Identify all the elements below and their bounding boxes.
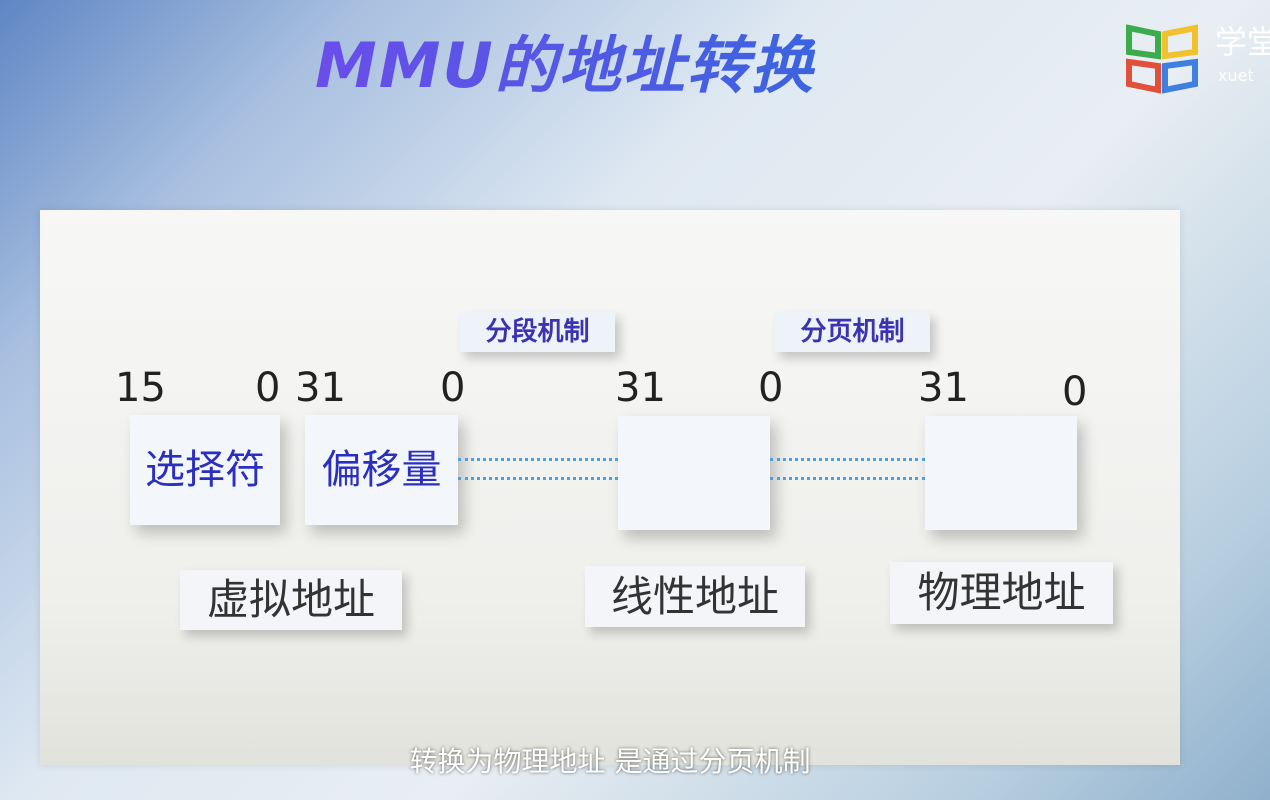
connector-line [770, 477, 925, 480]
selector-box: 选择符 [130, 415, 280, 525]
linear-address-box [618, 416, 770, 530]
logo-text: 学堂 [1215, 23, 1270, 61]
connector-line [458, 477, 618, 480]
connector-line [458, 458, 618, 461]
virtual-address-label: 虚拟地址 [180, 570, 402, 630]
logo-icon [1126, 24, 1198, 94]
segmentation-tag: 分段机制 [460, 312, 615, 352]
bit-label: 31 [918, 365, 969, 411]
bit-label: 0 [440, 365, 466, 411]
slide-title: MMU的地址转换 [315, 29, 815, 102]
connector-line [770, 458, 925, 461]
bit-label: 0 [758, 365, 784, 411]
offset-box: 偏移量 [305, 415, 458, 525]
video-subtitle: 转换为物理地址 是通过分页机制 [409, 745, 811, 778]
bit-label: 15 [115, 365, 166, 411]
bit-label: 31 [295, 365, 346, 411]
bit-label: 0 [255, 365, 281, 411]
bit-label: 31 [615, 365, 666, 411]
physical-address-label: 物理地址 [890, 562, 1113, 624]
bit-label: 0 [1062, 369, 1088, 415]
linear-address-label: 线性地址 [585, 566, 805, 627]
logo-subtext: xuet [1218, 66, 1254, 85]
paging-tag: 分页机制 [775, 312, 930, 352]
physical-address-box [925, 416, 1077, 530]
